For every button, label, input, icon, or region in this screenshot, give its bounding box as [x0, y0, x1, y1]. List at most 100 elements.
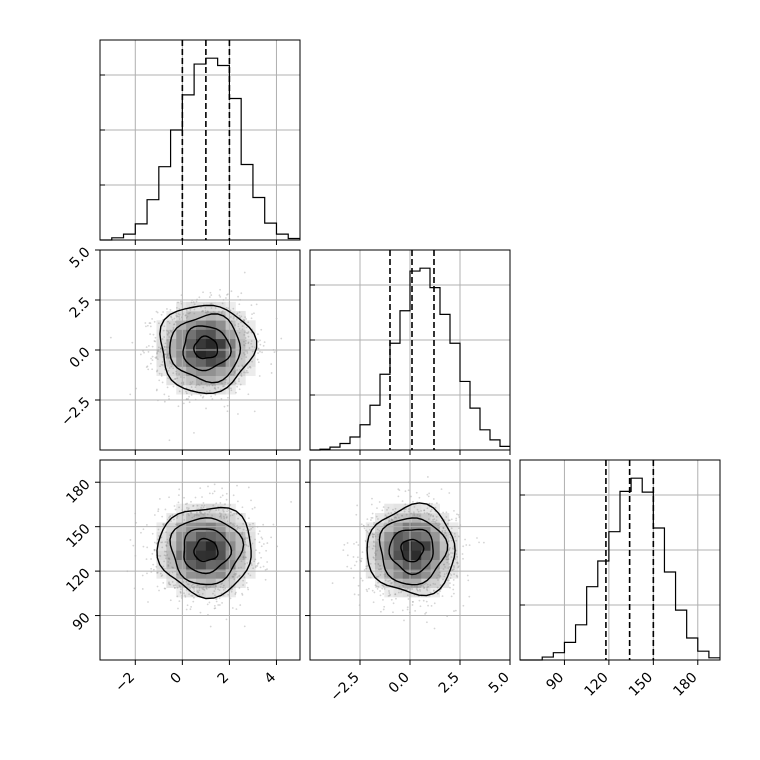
scatter-point — [246, 586, 249, 589]
scatter-point — [202, 395, 205, 398]
scatter-point — [266, 561, 269, 563]
scatter-point — [201, 513, 204, 516]
density-cell — [186, 503, 197, 514]
scatter-point — [205, 407, 207, 410]
scatter-point — [365, 565, 368, 568]
scatter-point — [384, 575, 387, 578]
scatter-point — [450, 537, 453, 539]
scatter-point — [202, 506, 205, 509]
scatter-point — [387, 595, 390, 597]
scatter-point — [155, 542, 158, 545]
density-cell — [186, 301, 197, 312]
scatter-point — [170, 315, 172, 318]
scatter-point — [178, 584, 181, 587]
density-cell — [384, 578, 394, 589]
scatter-point — [467, 579, 470, 582]
scatter-point — [241, 328, 244, 331]
scatter-point — [163, 550, 166, 553]
scatter-point — [449, 582, 451, 585]
scatter-point — [174, 584, 177, 586]
scatter-point — [392, 508, 394, 511]
scatter-point — [243, 538, 246, 541]
density-cell — [430, 531, 441, 542]
scatter-point — [190, 301, 193, 304]
density-cell — [196, 338, 207, 349]
scatter-point — [378, 529, 381, 532]
scatter-point — [234, 382, 237, 385]
scatter-point — [176, 595, 179, 598]
scatter-point — [226, 294, 228, 296]
scatter-point — [426, 476, 429, 478]
scatter-point — [170, 329, 173, 332]
scatter-point — [248, 523, 251, 526]
scatter-point — [161, 546, 164, 549]
y-tick-label: 2.5 — [67, 294, 94, 321]
scatter-point — [449, 546, 451, 549]
scatter-point — [214, 598, 217, 600]
density-cell — [176, 503, 187, 514]
scatter-point — [201, 504, 203, 507]
density-cell — [235, 311, 246, 321]
scatter-point — [236, 369, 239, 371]
density-cell — [245, 569, 256, 579]
density-cell — [176, 569, 187, 579]
scatter-point — [174, 377, 177, 380]
x-tick-label: 90 — [543, 670, 567, 694]
scatter-point — [187, 312, 190, 315]
scatter-point — [172, 584, 175, 587]
scatter-point — [183, 519, 186, 521]
scatter-point — [367, 545, 370, 548]
scatter-point — [443, 573, 446, 576]
scatter-point — [371, 547, 374, 550]
scatter-point — [246, 537, 249, 540]
scatter-point — [245, 339, 247, 342]
scatter-point — [223, 517, 226, 520]
scatter-point — [157, 555, 160, 557]
scatter-point — [247, 321, 250, 324]
scatter-point — [174, 508, 177, 511]
scatter-point — [255, 549, 257, 552]
scatter-point — [446, 558, 449, 561]
scatter-point — [427, 604, 429, 607]
scatter-point — [147, 601, 149, 603]
scatter-point — [408, 508, 410, 510]
contour-2-sigma — [156, 506, 252, 600]
scatter-point — [368, 528, 371, 531]
scatter-point — [450, 527, 453, 530]
scatter-point — [457, 566, 460, 569]
scatter-point — [201, 587, 203, 589]
density-cell — [205, 522, 217, 533]
scatter-point — [188, 583, 190, 586]
scatter-point — [129, 393, 132, 396]
scatter-point — [236, 576, 239, 579]
density-cell — [384, 587, 394, 598]
density-cell — [430, 569, 441, 579]
scatter-point — [352, 556, 355, 558]
scatter-point — [225, 378, 227, 381]
scatter-point — [445, 555, 448, 558]
scatter-point — [442, 568, 445, 571]
scatter-point — [363, 569, 366, 571]
scatter-point — [415, 491, 418, 494]
scatter-point — [436, 586, 439, 589]
scatter-point — [214, 607, 217, 609]
scatter-point — [196, 511, 198, 514]
scatter-point — [192, 505, 194, 507]
scatter-point — [427, 585, 430, 588]
scatter-point — [202, 303, 205, 306]
scatter-point — [243, 353, 246, 356]
scatter-point — [177, 607, 179, 610]
scatter-point — [109, 336, 112, 339]
scatter-point — [280, 337, 283, 340]
density-cell — [421, 503, 431, 514]
density-cell — [393, 522, 404, 533]
scatter-point — [425, 582, 427, 585]
scatter-point — [193, 431, 195, 434]
scatter-point — [167, 357, 170, 360]
density-cell — [166, 311, 177, 321]
scatter-point — [197, 591, 200, 594]
scatter-point — [150, 357, 153, 360]
density-cell — [375, 513, 385, 523]
scatter-point — [378, 501, 381, 503]
density-cell — [156, 559, 167, 570]
